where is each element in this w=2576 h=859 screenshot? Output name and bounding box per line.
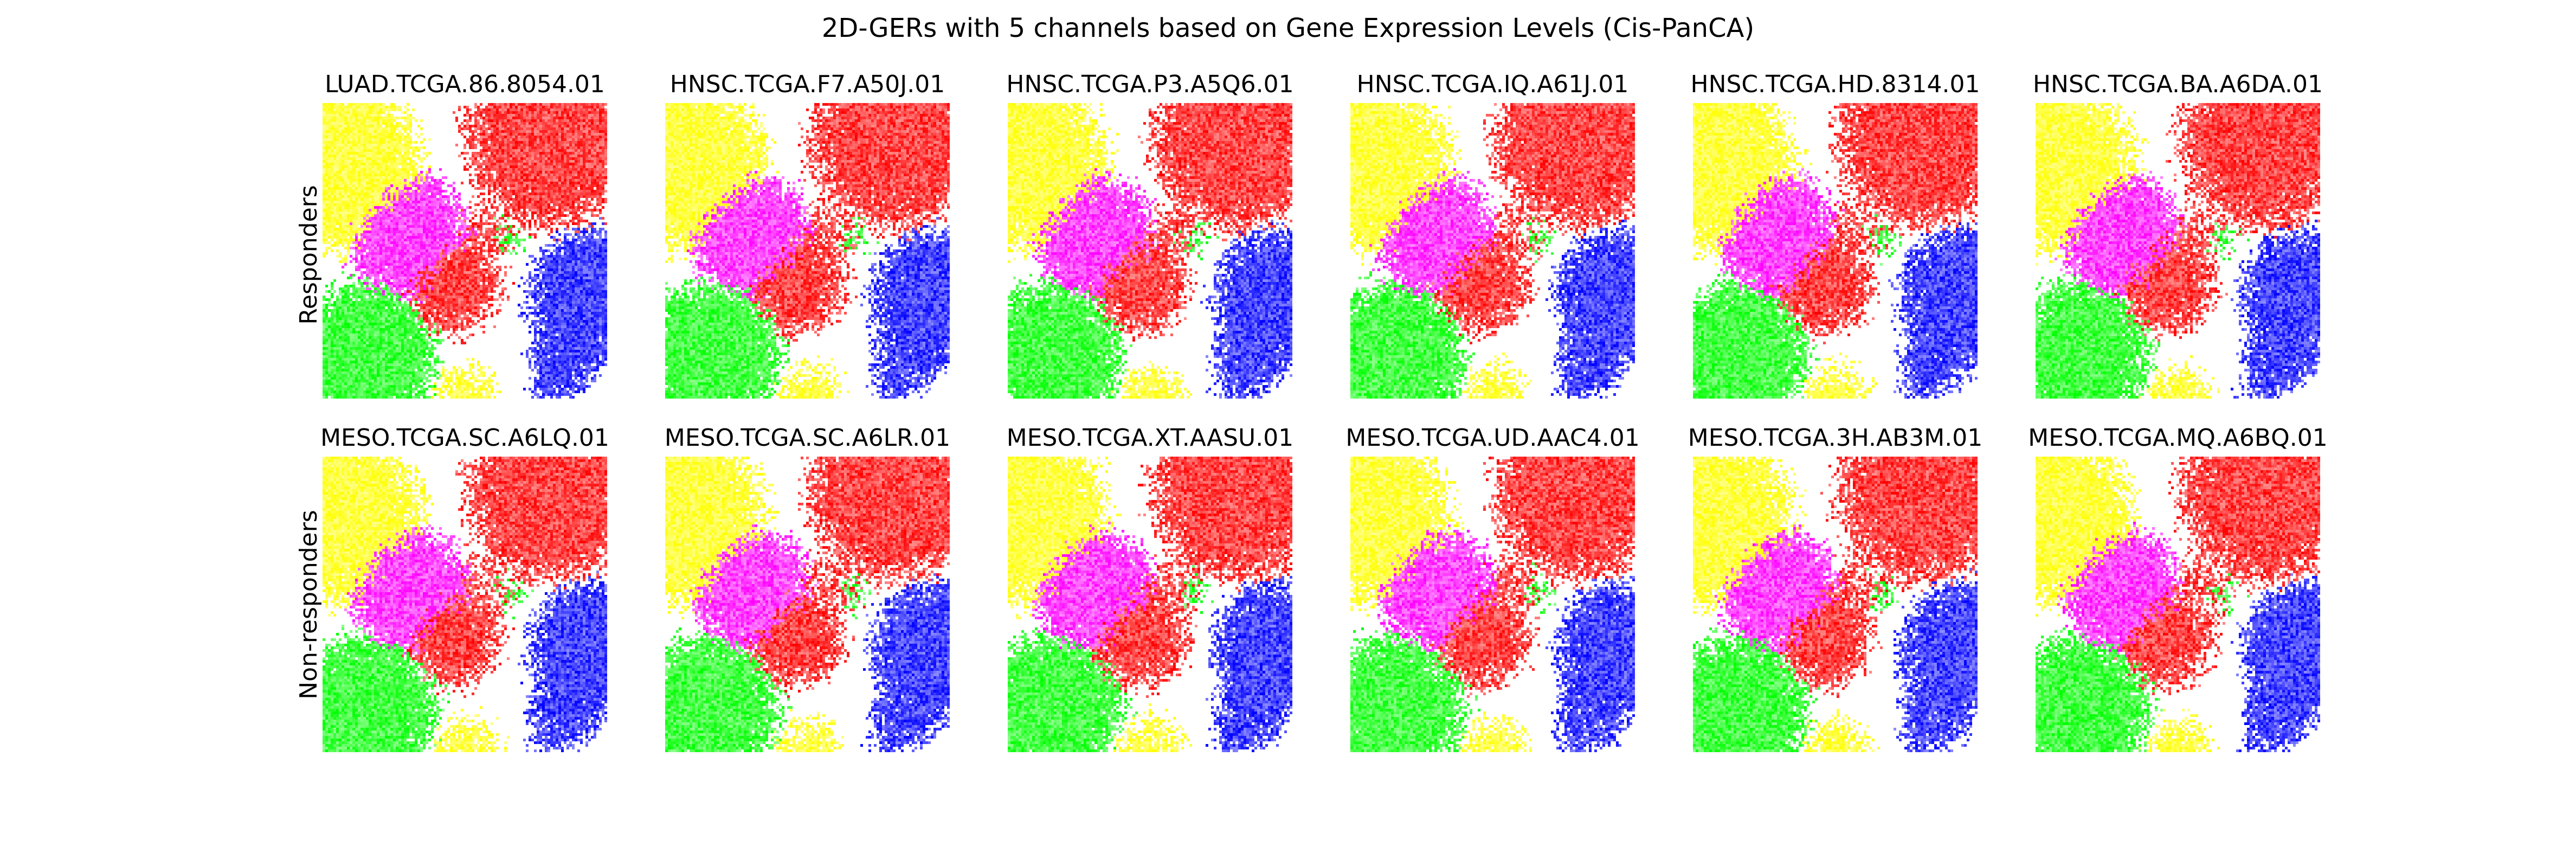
panel-title: MESO.TCGA.UD.AAC4.01 <box>1345 424 1640 452</box>
panel-title: LUAD.TCGA.86.8054.01 <box>325 70 605 98</box>
panel-title: MESO.TCGA.MQ.A6BQ.01 <box>2028 424 2328 452</box>
ger-image <box>1350 457 1635 752</box>
panel-title: HNSC.TCGA.F7.A50J.01 <box>669 70 945 98</box>
ger-image <box>1008 457 1292 752</box>
panel-title: HNSC.TCGA.BA.A6DA.01 <box>2032 70 2323 98</box>
panel-title: MESO.TCGA.XT.AASU.01 <box>1006 424 1294 452</box>
ger-image <box>323 103 607 399</box>
row-label-responders: Responders <box>295 185 323 325</box>
panel-title: HNSC.TCGA.IQ.A61J.01 <box>1356 70 1629 98</box>
panel-title: MESO.TCGA.SC.A6LR.01 <box>664 424 951 452</box>
panel-title: MESO.TCGA.3H.AB3M.01 <box>1688 424 1983 452</box>
ger-image <box>665 457 950 752</box>
ger-image <box>1693 103 1978 399</box>
ger-image <box>1008 103 1292 399</box>
ger-image <box>1350 103 1635 399</box>
figure-title: 2D-GERs with 5 channels based on Gene Ex… <box>821 13 1755 43</box>
panel-title: HNSC.TCGA.HD.8314.01 <box>1690 70 1980 98</box>
ger-image <box>1693 457 1978 752</box>
panel-title: HNSC.TCGA.P3.A5Q6.01 <box>1006 70 1294 98</box>
ger-image <box>2036 457 2320 752</box>
ger-image <box>2036 103 2320 399</box>
panel-title: MESO.TCGA.SC.A6LQ.01 <box>320 424 609 452</box>
row-label-non-responders: Non-responders <box>295 510 323 700</box>
ger-image <box>323 457 607 752</box>
ger-image <box>665 103 950 399</box>
